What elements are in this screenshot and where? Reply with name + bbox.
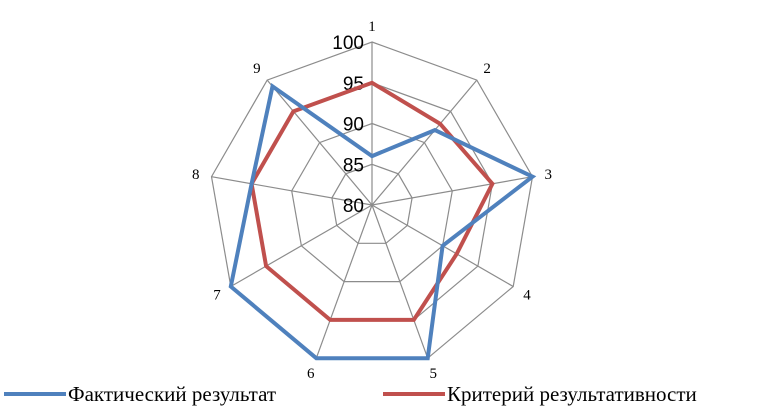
category-label-6: 6 bbox=[307, 366, 315, 382]
spoke-3 bbox=[371, 176, 533, 206]
legend-label-actual: Фактический результат bbox=[68, 382, 276, 406]
rtick-label-80: 80 bbox=[343, 196, 364, 217]
category-label-5: 5 bbox=[429, 366, 437, 382]
rtick-label-85: 85 bbox=[343, 155, 364, 176]
category-label-2: 2 bbox=[483, 61, 491, 77]
spoke-7 bbox=[230, 204, 373, 288]
rtick-label-90: 90 bbox=[343, 115, 364, 136]
legend-label-criterion: Критерий результативности bbox=[447, 382, 697, 406]
spoke-9 bbox=[266, 79, 373, 206]
spoke-6 bbox=[315, 204, 373, 359]
series-line-actual bbox=[228, 83, 537, 361]
spoke-2 bbox=[371, 79, 478, 206]
category-label-9: 9 bbox=[253, 61, 261, 77]
spoke-5 bbox=[371, 204, 429, 359]
spoke-8 bbox=[211, 176, 373, 206]
rtick-label-100: 100 bbox=[332, 33, 364, 54]
series-line-criterion bbox=[249, 80, 495, 322]
category-label-4: 4 bbox=[523, 288, 531, 304]
grid-ring-85 bbox=[331, 163, 413, 244]
category-label-3: 3 bbox=[545, 167, 553, 183]
grid-ring-90 bbox=[291, 122, 453, 283]
data-series bbox=[228, 80, 537, 361]
category-label-8: 8 bbox=[192, 167, 200, 183]
category-label-1: 1 bbox=[368, 19, 376, 35]
category-label-7: 7 bbox=[213, 288, 221, 304]
category-labels: 1 2 3 4 5 6 7 8 9 bbox=[192, 19, 552, 382]
legend: Фактический результат Критерий результат… bbox=[4, 382, 697, 406]
